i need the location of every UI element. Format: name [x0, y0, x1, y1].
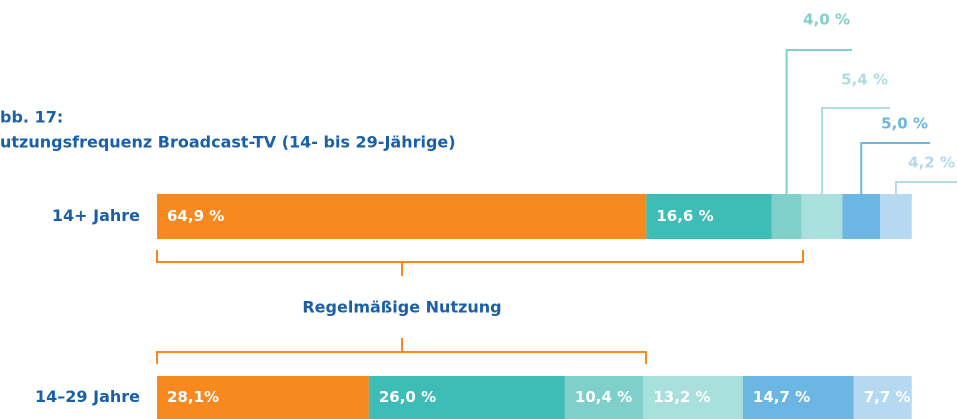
value-label: 28,1%: [167, 388, 219, 406]
bar-segment: [564, 376, 644, 419]
bracket: [156, 250, 804, 276]
chart-subtitle: utzungsfrequenz Broadcast-TV (14- bis 29…: [0, 133, 456, 152]
bar-segment: [853, 376, 912, 419]
leader-line: [860, 142, 930, 194]
bar-segment: [157, 194, 647, 239]
bar-segment: [771, 194, 802, 239]
bar-segment: [880, 194, 912, 239]
bar-segment: [842, 194, 881, 239]
value-label: 14,7 %: [753, 388, 810, 406]
leader-line: [894, 181, 957, 194]
value-label: 64,9 %: [167, 207, 224, 225]
bar-segment: [643, 376, 743, 419]
bar-segment: [742, 376, 854, 419]
bar-segment: [801, 194, 843, 239]
bar-segment: [368, 376, 565, 419]
chart-title: bb. 17:: [0, 108, 63, 127]
leader-line: [821, 107, 890, 194]
leader-line: [785, 49, 852, 194]
category-label: 14+ Jahre: [52, 206, 140, 225]
bar-segment: [157, 376, 369, 419]
bracket: [156, 338, 647, 364]
value-label: 13,2 %: [653, 388, 710, 406]
value-label: 10,4 %: [575, 388, 632, 406]
value-label: 16,6 %: [656, 207, 713, 225]
value-label: 4,0 %: [803, 11, 850, 29]
value-label: 26,0 %: [379, 388, 436, 406]
value-label: 4,2 %: [908, 154, 955, 172]
bar-segment: [646, 194, 772, 239]
value-label: 5,4 %: [841, 71, 888, 89]
value-label: 5,0 %: [881, 115, 928, 133]
value-label: 7,7 %: [864, 388, 911, 406]
category-label: 14–29 Jahre: [35, 387, 140, 406]
annotation: Regelmäßige Nutzung: [302, 298, 501, 317]
